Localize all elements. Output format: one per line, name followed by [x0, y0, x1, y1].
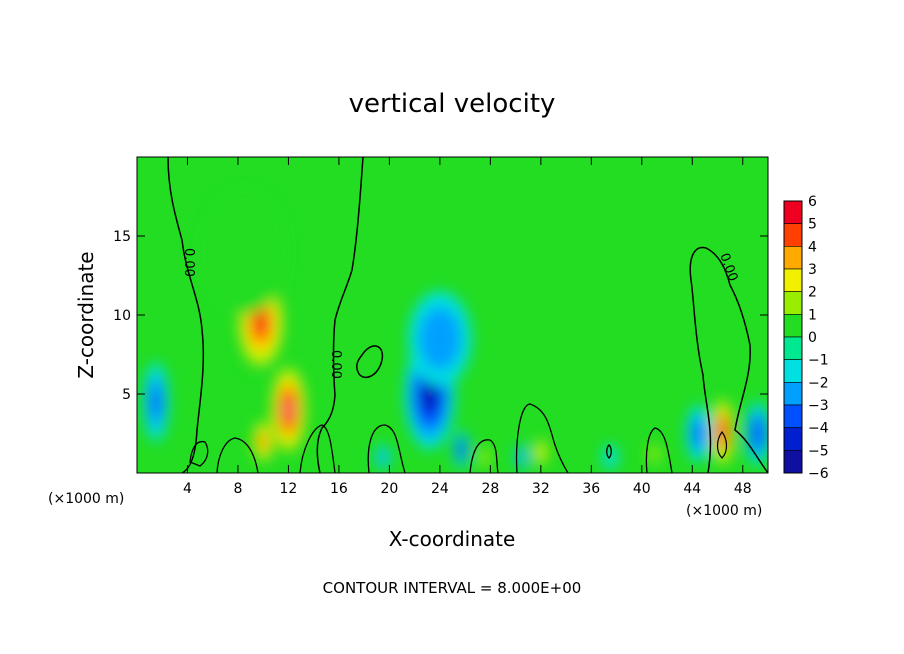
- zero-contour-small: [606, 444, 612, 459]
- colorbar-label-0: 6: [808, 194, 817, 210]
- zero-contours: [167, 157, 768, 473]
- colorbar-swatch-2: [783, 246, 803, 270]
- chart-title: vertical velocity: [349, 89, 556, 119]
- colorbar: 6 5 4 3 2 1 0 −1 −2 −3 −4 −5 −6: [783, 194, 829, 482]
- colorbar-swatch-0: [783, 200, 803, 224]
- x-tick-label-5: 24: [431, 481, 449, 497]
- colorbar-label-3: 3: [808, 262, 817, 278]
- plot-area: 0.00 0.00 0.00: [136, 156, 769, 474]
- colorbar-label-1: 5: [808, 217, 817, 233]
- x-tick-label-11: 48: [734, 481, 752, 497]
- field-level-14-2: [379, 450, 387, 464]
- field-level-4-4: [538, 448, 543, 457]
- y-tick-label-2: 15: [113, 229, 131, 245]
- x-tick-label-2: 12: [280, 481, 298, 497]
- field-level-7-5: [424, 382, 435, 406]
- field-level-16-2: [222, 220, 267, 284]
- field-level-8-3: [429, 322, 451, 355]
- colorbar-swatch-1: [783, 223, 803, 247]
- field-level-10-4: [754, 425, 762, 442]
- colorbar-swatch-11: [783, 450, 803, 474]
- colorbar-swatch-10: [783, 427, 803, 451]
- colorbar-frame: [783, 200, 803, 474]
- colorbar-swatch-6: [783, 336, 803, 360]
- colorbar-label-4: 2: [808, 285, 817, 301]
- zero-contour-right: [689, 246, 768, 473]
- zero-contour-base-7: [189, 440, 209, 467]
- x-tick-label-0: 4: [183, 481, 192, 497]
- colorbar-label-10: −4: [808, 421, 829, 437]
- field-level-1-7: [285, 403, 292, 417]
- field-level-9-3: [151, 388, 161, 416]
- x-tick-label-8: 36: [582, 481, 600, 497]
- colorbar-swatch-5: [783, 314, 803, 338]
- y-axis: 5 10 15: [113, 229, 768, 403]
- y-tick-label-1: 10: [113, 308, 131, 324]
- field-level-12-4: [459, 444, 464, 455]
- contour-interval-text: CONTOUR INTERVAL = 8.000E+00: [323, 579, 582, 597]
- colorbar-swatch-4: [783, 291, 803, 315]
- colorbar-swatch-3: [783, 268, 803, 292]
- zero-contour-base-2: [469, 439, 499, 473]
- x-tick-label-1: 8: [233, 481, 242, 497]
- zero-contour-base-5: [216, 437, 259, 473]
- x-tick-label-7: 32: [532, 481, 550, 497]
- colorbar-label-7: −1: [808, 353, 829, 369]
- zero-contour-core: [716, 430, 728, 459]
- zero-contour-base-6: [299, 424, 336, 473]
- x-tick-label-6: 28: [481, 481, 499, 497]
- colorbar-label-12: −6: [808, 466, 829, 482]
- zero-contour-mid: [316, 157, 364, 473]
- contour-label-mid: 0.00: [328, 350, 343, 379]
- field-level-2-5: [260, 436, 266, 447]
- x-axis-label: X-coordinate: [389, 527, 516, 551]
- y-axis-label: Z-coordinate: [74, 251, 98, 378]
- x-tick-label-4: 20: [380, 481, 398, 497]
- colorbar-label-9: −3: [808, 398, 829, 414]
- zero-contour-loop: [356, 345, 384, 379]
- zero-contour-base-1: [367, 424, 406, 473]
- colorbar-label-11: −5: [808, 443, 829, 459]
- colorbar-swatch-7: [783, 359, 803, 383]
- x-tick-label-9: 40: [633, 481, 651, 497]
- colorbar-label-5: 1: [808, 307, 817, 323]
- colorbar-label-6: 0: [808, 330, 817, 346]
- field-level-6-3: [651, 449, 657, 459]
- colorbar-label-8: −2: [808, 375, 829, 391]
- x-tick-label-3: 16: [330, 481, 348, 497]
- field-level-0-6: [256, 314, 265, 332]
- contour-label-left: 0.00: [181, 248, 196, 277]
- field-level-5-3: [481, 452, 487, 462]
- zero-contour-base-3: [515, 403, 569, 473]
- x-axis: 4 8 12 16 20 24 28 32 36 40 44 48: [183, 157, 752, 497]
- colorbar-label-2: 4: [808, 239, 817, 255]
- x-unit-right: (×1000 m): [686, 503, 762, 519]
- field-level-11-3: [694, 424, 703, 443]
- x-tick-label-10: 44: [683, 481, 701, 497]
- field-level-13-3: [519, 452, 525, 462]
- zero-contour-base-4: [645, 427, 673, 473]
- x-unit-left: (×1000 m): [48, 491, 124, 507]
- zero-contour-left: [167, 157, 205, 473]
- y-tick-label-0: 5: [122, 387, 131, 403]
- colorbar-swatch-8: [783, 382, 803, 406]
- colorbar-swatch-9: [783, 404, 803, 428]
